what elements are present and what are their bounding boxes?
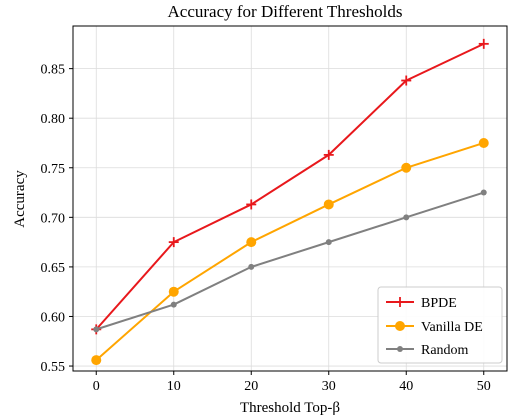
y-axis-title: Accuracy (12, 170, 28, 228)
y-tick-label: 0.75 (41, 162, 66, 177)
x-tick-label: 50 (477, 379, 491, 394)
legend-vanilla-de-marker (395, 321, 405, 331)
series-vanilla-de (91, 137, 489, 366)
legend-random-label: Random (421, 343, 469, 358)
x-tick-label: 10 (167, 379, 181, 394)
grid-lines (73, 26, 507, 371)
y-tick-label: 0.70 (41, 211, 66, 226)
legend-vanilla-de-label: Vanilla DE (421, 320, 483, 335)
bpde-line (95, 42, 485, 331)
plot-frame (72, 25, 508, 372)
y-tick-label: 0.60 (41, 310, 66, 325)
random-point (403, 214, 410, 221)
y-axis: 0.55 0.60 0.65 0.70 0.75 0.80 0.85 (41, 63, 73, 375)
x-tick-label: 30 (322, 379, 336, 394)
vanilla-de-point (478, 137, 489, 148)
legend-random-marker (397, 346, 403, 352)
series-random (93, 189, 487, 333)
vanilla-de-point (246, 237, 257, 248)
vanilla-de-point (401, 162, 412, 173)
vanilla-de-line (95, 142, 485, 361)
vanilla-de-point (168, 286, 179, 297)
y-tick-label: 0.65 (41, 261, 66, 276)
x-tick-label: 20 (244, 379, 258, 394)
series-lines (91, 38, 489, 366)
chart-title: Accuracy for Different Thresholds (168, 2, 403, 21)
bpde-point (168, 237, 179, 248)
vanilla-de-point (323, 199, 334, 210)
x-tick-label: 0 (93, 379, 100, 394)
random-point (170, 301, 177, 308)
random-point (93, 326, 100, 333)
bpde-point (246, 199, 257, 210)
random-line (95, 191, 485, 331)
bpde-point (401, 75, 412, 86)
vanilla-de-point (91, 355, 102, 366)
random-point (480, 189, 487, 196)
random-point (325, 239, 332, 246)
x-tick-label: 40 (399, 379, 413, 394)
x-axis: 0 10 20 30 40 50 (93, 371, 491, 394)
random-point (248, 263, 255, 270)
bpde-point (478, 38, 489, 49)
y-tick-label: 0.80 (41, 112, 66, 127)
x-axis-title: Threshold Top-β (240, 400, 340, 416)
legend-bpde-marker (395, 297, 405, 307)
y-tick-label: 0.55 (41, 360, 66, 375)
legend-box (377, 286, 503, 364)
y-tick-label: 0.85 (41, 63, 66, 78)
bpde-point (323, 149, 334, 160)
legend-bpde-label: BPDE (421, 296, 457, 311)
legend: BPDE Vanilla DE Random (377, 286, 503, 364)
